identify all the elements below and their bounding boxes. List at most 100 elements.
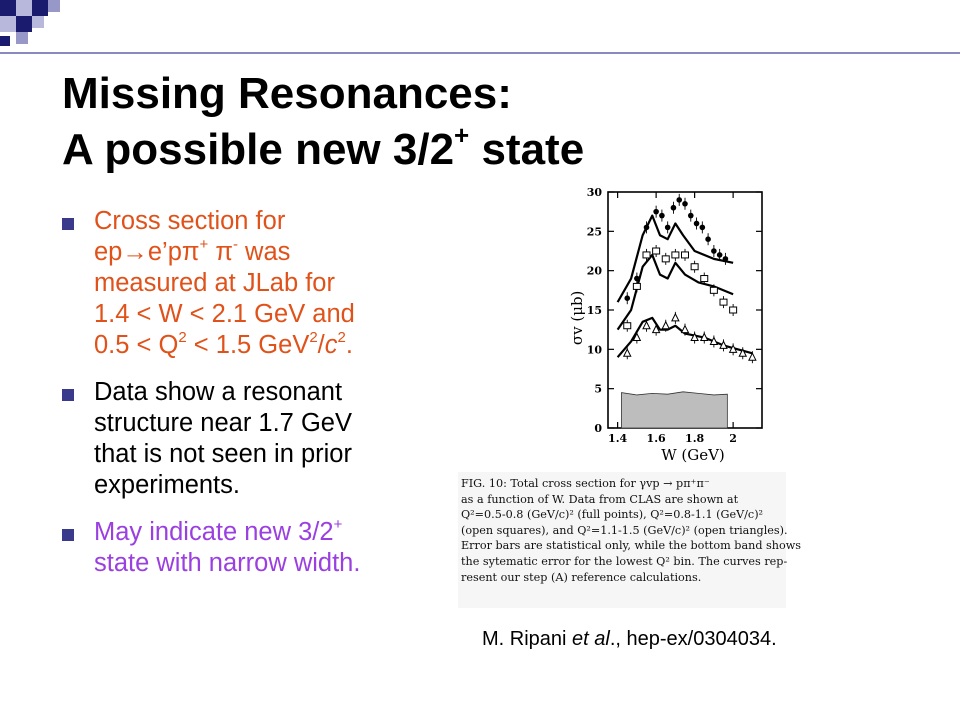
bullet-new-state: May indicate new 3/2+ state with narrow … bbox=[62, 517, 442, 579]
bullet-resonant-structure: Data show a resonant structure near 1.7 … bbox=[62, 377, 442, 501]
title-text: state bbox=[469, 125, 585, 174]
y-tick-label: 5 bbox=[594, 383, 602, 396]
data-point-triangle bbox=[719, 340, 728, 349]
data-point-triangle bbox=[699, 332, 709, 342]
y-tick-label: 0 bbox=[594, 422, 602, 435]
data-point-square bbox=[652, 247, 661, 255]
title-text: A possible new 3/2 bbox=[62, 125, 455, 174]
axis-labels: 0 5 10 15 20 25 30 1.4 1.6 1.8 2 W (GeV) σv (μb) bbox=[568, 186, 737, 464]
data-point-full bbox=[653, 208, 659, 215]
data-point-full bbox=[659, 212, 665, 219]
caption-line: FIG. 10: Total cross section for γvp → p… bbox=[461, 477, 710, 490]
y-tick-label: 20 bbox=[587, 265, 603, 278]
model-curve bbox=[616, 316, 753, 358]
decor-square bbox=[32, 16, 44, 28]
bullet-marker-icon bbox=[62, 218, 74, 230]
data-point-full bbox=[664, 224, 671, 231]
bullet-text: ep→e’pπ bbox=[94, 238, 200, 266]
bullet-text: was bbox=[237, 238, 291, 266]
data-point-square bbox=[700, 275, 709, 283]
decor-square bbox=[0, 36, 10, 46]
x-tick-label: 2 bbox=[729, 432, 737, 445]
superscript: - bbox=[232, 236, 238, 253]
title-line-2: A possible new 3/2+ state bbox=[62, 122, 585, 174]
bullet-list: Cross section for ep→e’pπ+ π- was measur… bbox=[62, 206, 442, 595]
slide-title: Missing Resonances: A possible new 3/2+ … bbox=[62, 66, 702, 178]
data-point-full bbox=[687, 212, 694, 219]
model-curves bbox=[616, 214, 753, 358]
data-point-square bbox=[623, 322, 632, 330]
bullet-text: Cross section for bbox=[94, 207, 286, 235]
caption-line: as a function of W. Data from CLAS are s… bbox=[461, 492, 739, 506]
bullet-text: 0.5 < Q bbox=[94, 331, 179, 359]
data-point-triangle bbox=[661, 320, 671, 330]
data-point-triangle bbox=[738, 348, 748, 357]
data-point-square bbox=[632, 282, 641, 290]
data-point-full bbox=[722, 256, 729, 262]
bullet-text: . bbox=[345, 331, 353, 359]
figure-caption: FIG. 10: Total cross section for γvp → p… bbox=[458, 472, 802, 608]
title-divider bbox=[0, 52, 960, 54]
data-point-full bbox=[682, 201, 688, 207]
data-point-triangle bbox=[622, 348, 632, 357]
bullet-text: c bbox=[324, 331, 338, 359]
citation-text: M. Ripani bbox=[482, 628, 573, 650]
superscript: + bbox=[199, 236, 209, 253]
y-tick-label: 15 bbox=[587, 304, 602, 317]
title-superscript: + bbox=[454, 120, 470, 150]
caption-line: the sytematic error for the lowest Q² bi… bbox=[461, 554, 788, 568]
data-point-full bbox=[634, 275, 640, 282]
data-point-square bbox=[709, 286, 718, 294]
bullet-text: experiments. bbox=[94, 471, 240, 499]
data-point-full bbox=[693, 220, 700, 227]
data-point-square bbox=[671, 251, 680, 259]
decor-square bbox=[0, 16, 16, 32]
data-point-triangle bbox=[748, 352, 757, 361]
data-point-square bbox=[642, 251, 651, 259]
x-tick-label: 1.6 bbox=[647, 432, 666, 445]
data-point-triangle bbox=[651, 324, 661, 334]
decor-square bbox=[16, 0, 32, 16]
bullet-text: < 1.5 GeV bbox=[186, 331, 310, 359]
bullet-text: Data show a resonant bbox=[94, 378, 343, 406]
superscript: 2 bbox=[309, 329, 318, 346]
y-axis-label: σv (μb) bbox=[568, 291, 586, 346]
superscript: 2 bbox=[178, 329, 187, 346]
bullet-text: / bbox=[317, 331, 325, 359]
data-point-square bbox=[729, 306, 738, 314]
x-tick-label: 1.4 bbox=[608, 432, 627, 445]
data-point-full bbox=[705, 236, 711, 242]
bullet-text: π bbox=[208, 238, 233, 266]
superscript: 2 bbox=[337, 329, 346, 346]
bullet-marker-icon bbox=[62, 389, 74, 401]
data-point-square bbox=[690, 263, 699, 271]
y-tick-label: 10 bbox=[587, 343, 603, 356]
data-point-full bbox=[676, 197, 683, 203]
data-point-full bbox=[643, 224, 650, 231]
decor-square bbox=[32, 0, 48, 16]
data-point-square bbox=[719, 298, 728, 306]
systematic-band bbox=[621, 391, 728, 429]
data-point-full bbox=[711, 248, 717, 254]
caption-line: resent our step (A) reference calculatio… bbox=[461, 570, 702, 584]
data-point-triangle bbox=[642, 320, 651, 330]
x-axis-label: W (GeV) bbox=[661, 446, 725, 464]
data-point-full bbox=[716, 252, 723, 258]
bullet-text: that is not seen in prior bbox=[94, 440, 352, 468]
citation-italic: et al bbox=[572, 628, 610, 650]
caption-line: Error bars are statistical only, while t… bbox=[461, 539, 802, 553]
model-curve bbox=[616, 253, 734, 331]
model-curve bbox=[616, 214, 734, 303]
data-point-triangle bbox=[690, 332, 699, 342]
bullet-cross-section: Cross section for ep→e’pπ+ π- was measur… bbox=[62, 206, 442, 361]
data-point-triangle bbox=[680, 324, 690, 334]
y-tick-label: 25 bbox=[587, 225, 602, 238]
title-line-1: Missing Resonances: bbox=[62, 69, 512, 118]
x-tick-label: 1.8 bbox=[685, 432, 704, 445]
cross-section-plot: 0 5 10 15 20 25 30 1.4 1.6 1.8 2 W (GeV) σv (μb) bbox=[568, 186, 763, 464]
data-point-triangle bbox=[728, 344, 738, 353]
data-points bbox=[622, 193, 757, 364]
citation: M. Ripani et al., hep-ex/0304034. bbox=[482, 628, 777, 651]
systematic-error-band bbox=[621, 391, 728, 429]
data-point-triangle bbox=[632, 332, 642, 342]
